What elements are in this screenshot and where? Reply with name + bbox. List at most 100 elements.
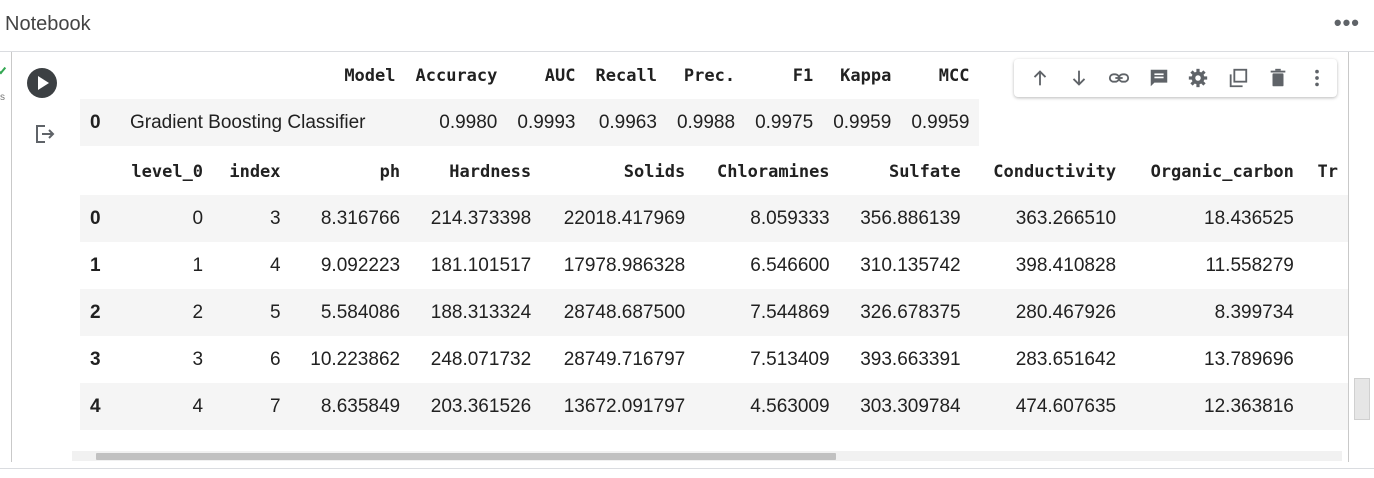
row-index: 3 [90,348,101,370]
vertical-scrollbar-thumb[interactable] [1354,378,1370,420]
table-cell: 28749.716797 [563,348,686,370]
results-column-header: F1 [792,65,814,86]
horizontal-scrollbar-thumb[interactable] [96,453,836,460]
data-column-header: Organic_carbon [1150,161,1294,182]
notebook-title[interactable]: Notebook [5,13,91,35]
table-row: 4 4 7 8.635849 203.361526 13672.091797 4.56300… [80,383,1348,430]
results-column-header: Prec. [683,65,736,86]
results-column-header: AUC [544,65,576,86]
data-column-header: Solids [623,161,686,182]
table-cell: 398.410828 [1015,254,1117,276]
data-table: level_0 index ph Hardness Solids Chloramines S… [80,148,1348,430]
copy-to-drive-icon[interactable] [1218,59,1258,97]
table-cell [1304,336,1348,383]
table-cell: 10.223862 [310,348,401,370]
table-cell: 0.9975 [745,99,824,146]
table-cell: 4 [269,254,281,276]
trash-icon[interactable] [1258,59,1298,97]
data-header-row: level_0 index ph Hardness Solids Chloramines S… [80,148,1348,195]
execution-status-label: s [0,92,5,103]
data-column-header: Conductivity [993,161,1117,182]
data-column-header: Tr [1317,161,1338,182]
results-header-row: Model Accuracy AUC Recall Prec. F1 Kappa MCC [80,52,979,99]
row-index: 0 [80,195,114,242]
table-cell: Gradient Boosting Classifier [120,99,406,146]
comment-icon[interactable] [1139,59,1179,97]
table-cell: 0.9980 [405,99,508,146]
results-column-header [80,52,120,99]
table-cell [1303,383,1348,430]
data-column-header: Sulfate [888,161,961,182]
data-column-header: Chloramines [716,161,830,182]
table-cell: 28748.687500 [541,289,696,336]
cell-toolbar [1014,59,1337,97]
table-cell: 18.436525 [1126,195,1304,242]
data-column-header: level_0 [131,161,204,182]
table-cell: 181.101517 [430,254,532,276]
results-column-header: MCC [938,65,970,86]
table-cell: 0.9993 [507,99,586,146]
table-row: 1 1 4 9.092223 181.101517 17978.986328 6.54660… [80,242,1348,289]
table-cell: 3 [192,348,204,370]
table-cell: 310.135742 [860,254,961,276]
table-cell: 203.361526 [410,383,542,430]
row-index: 4 [80,383,114,430]
row-index: 1 [90,254,101,276]
table-cell: 22018.417969 [541,195,696,242]
results-column-header: Kappa [840,65,892,86]
more-horizontal-icon[interactable]: ••• [1333,10,1360,35]
table-cell: 8.316766 [290,195,411,242]
table-cell [1304,242,1348,289]
gear-icon[interactable] [1179,59,1219,97]
table-cell: 188.313324 [410,289,542,336]
link-icon[interactable] [1099,59,1139,97]
table-cell: 6.546600 [750,254,830,276]
results-column-header: Accuracy [415,65,498,86]
run-cell-button[interactable] [27,68,57,98]
table-row: 2 2 5 5.584086 188.313324 28748.687500 7.54486… [80,289,1348,336]
table-cell: 4.563009 [695,383,840,430]
table-cell: 7.513409 [750,348,830,370]
table-cell: 5 [213,289,291,336]
table-cell: 13672.091797 [541,383,696,430]
table-cell: 0.9988 [666,99,746,146]
table-cell: 363.266510 [970,195,1127,242]
table-cell: 356.886139 [839,195,971,242]
table-cell: 326.678375 [839,289,971,336]
data-column-header: ph [379,161,401,182]
table-cell: 11.558279 [1205,254,1294,276]
table-cell: 7.544869 [695,289,840,336]
table-cell: 0.9959 [901,99,980,146]
table-cell: 393.663391 [860,348,961,370]
data-column-header [80,148,113,195]
table-cell: 9.092223 [320,254,401,276]
arrow-down-icon[interactable] [1060,59,1100,97]
table-row: 3 3 6 10.223862 248.071732 28749.716797 7.5134… [80,336,1348,383]
table-row: 0 Gradient Boosting Classifier 0.9980 0.999… [80,99,980,146]
table-cell: 280.467926 [970,289,1127,336]
divider [0,468,1374,469]
check-icon [0,65,7,75]
table-cell [1303,195,1348,242]
output-arrow-icon[interactable] [32,122,56,146]
more-vertical-icon[interactable] [1297,59,1337,97]
row-index: 2 [80,289,114,336]
table-cell [1303,289,1348,336]
table-cell: 2 [113,289,214,336]
table-cell: 1 [192,254,204,276]
table-cell: 6 [269,348,281,370]
horizontal-scrollbar[interactable] [72,451,1342,461]
table-cell: 0.9959 [823,99,902,146]
table-cell: 4 [113,383,214,430]
table-cell: 248.071732 [430,348,532,370]
table-cell: 8.635849 [290,383,411,430]
table-cell: 13.789696 [1204,348,1294,370]
results-column-header: Recall [595,65,657,86]
arrow-up-icon[interactable] [1020,59,1060,97]
data-column-header: Hardness [449,161,532,182]
table-cell: 214.373398 [410,195,542,242]
table-cell: 8.399734 [1126,289,1304,336]
table-cell: 5.584086 [290,289,411,336]
table-cell: 303.309784 [839,383,971,430]
